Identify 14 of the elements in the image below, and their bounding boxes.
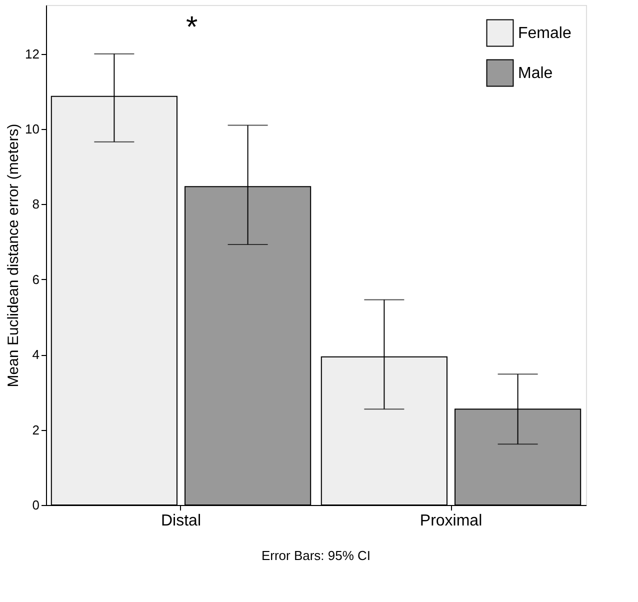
- y-tick-label: 10: [25, 122, 40, 137]
- y-tick-label: 4: [32, 347, 40, 362]
- legend-label: Male: [518, 65, 553, 82]
- text: Error Bars: 95% CI: [261, 548, 371, 563]
- x-tick-label: Distal: [160, 512, 202, 530]
- x-tick-label: Proximal: [420, 512, 482, 530]
- legend-label: Female: [518, 25, 572, 42]
- y-tick-label: 0: [32, 498, 40, 512]
- y-tick-label: 8: [32, 196, 40, 212]
- annotation: *: [186, 11, 198, 44]
- y-tick-label: 6: [32, 272, 40, 287]
- y-tick-label: 2: [32, 422, 40, 438]
- y-axis-title: Mean Euclidean distance error (meters): [5, 124, 22, 388]
- y-tick-label: 12: [25, 46, 40, 62]
